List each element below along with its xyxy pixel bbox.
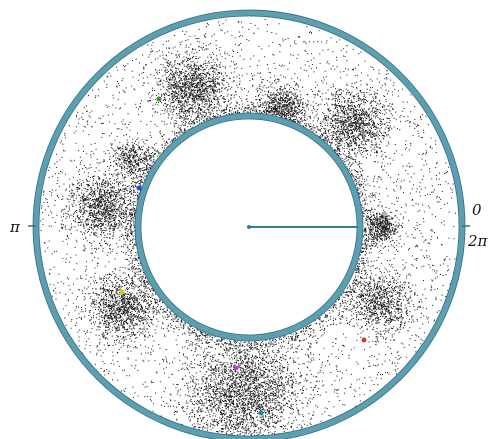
marker-green [156,96,162,102]
center-point [247,225,251,229]
marker-yellow [119,289,125,295]
marker-magenta [233,365,239,371]
marker-blue [136,185,142,191]
outer-ring-inner-edge [38,15,460,437]
label-two-pi: 2π [467,232,489,250]
marker-teal [258,410,264,416]
label-pi: π [9,218,21,236]
inner-ring-edge [134,112,364,342]
particle-cloud [40,19,456,437]
colored-markers [119,96,367,416]
marker-red [361,337,367,343]
label-zero: 0 [472,201,482,219]
